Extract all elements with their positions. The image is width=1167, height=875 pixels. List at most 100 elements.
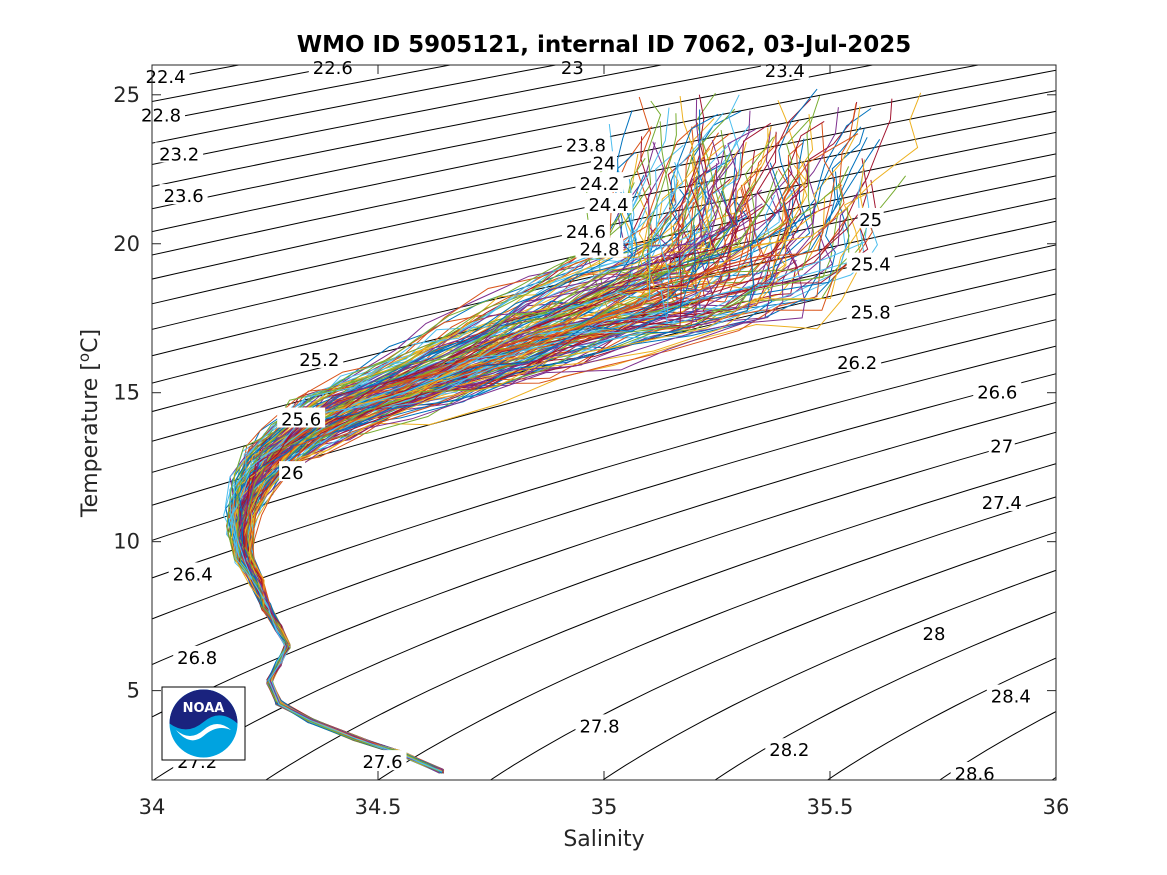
- y-axis-label-main: Temperature [: [78, 362, 103, 518]
- contour-label: 24: [593, 153, 616, 174]
- contour-label-bg: [137, 103, 186, 124]
- contour-label: 27: [990, 436, 1013, 457]
- contour-label-bg: [760, 58, 809, 79]
- contour-label: 25.6: [281, 410, 321, 431]
- contour-label-bg: [857, 207, 884, 228]
- contour-label: 23.6: [164, 186, 204, 207]
- profile-line: [236, 121, 672, 771]
- contour-label: 27.6: [362, 752, 402, 773]
- contour-label-bg: [295, 347, 344, 368]
- y-axis-label-degree: o: [75, 353, 93, 362]
- isopycnal-26.6: [152, 373, 1056, 666]
- contour-label: 23: [561, 58, 584, 79]
- contour-label: 24.2: [579, 174, 619, 195]
- profile-line: [236, 99, 719, 771]
- contour-label-bg: [173, 645, 222, 666]
- contour-label: 23.2: [159, 144, 199, 165]
- y-tick-label: 10: [113, 530, 140, 554]
- contour-label-bg: [279, 461, 306, 482]
- y-axis-label: Temperature [oC]: [75, 329, 103, 518]
- y-axis-label-unit: C]: [78, 329, 103, 353]
- contour-label-bg: [846, 252, 895, 273]
- contour-label: 28.2: [769, 740, 809, 761]
- isopycnal-26.4: [152, 345, 1056, 620]
- isopycnal-27.2: [264, 463, 1056, 780]
- contour-label-bg: [973, 380, 1022, 401]
- logo-wave: [176, 724, 231, 741]
- contour-label-bg: [308, 55, 357, 76]
- contour-label-bg: [277, 407, 326, 428]
- isopycnal-23.4: [152, 65, 770, 187]
- isopycnal-23.8: [152, 65, 981, 233]
- isopycnal-24.0: [152, 69, 1056, 256]
- isopycnal-27.0: [152, 431, 1056, 780]
- isopycnal-24.8: [152, 153, 1056, 357]
- isopycnal-27.6: [489, 531, 1056, 780]
- isopycnal-23.6: [152, 65, 876, 210]
- isopycnal-26.2: [152, 319, 1056, 579]
- x-tick-label: 35.5: [807, 795, 854, 819]
- contour-label-bg: [584, 193, 633, 214]
- contour-label-bg: [575, 172, 624, 193]
- isopycnal-24.6: [152, 131, 1056, 330]
- isopycnal-28.0: [714, 611, 1056, 780]
- contour-label: 25.8: [851, 302, 891, 323]
- profile-line: [237, 224, 696, 771]
- contour-label-bg: [986, 684, 1035, 705]
- contour-label: 26.6: [977, 383, 1017, 404]
- y-tick-label: 20: [113, 232, 140, 256]
- isopycnal-26.0: [152, 293, 1056, 541]
- y-tick-label: 5: [127, 679, 140, 703]
- x-tick-label: 34: [139, 795, 166, 819]
- contour-label-bg: [833, 350, 882, 371]
- contour-label-bg: [168, 562, 217, 583]
- logo-circle-navy: [169, 689, 238, 730]
- contour-label: 26.4: [173, 564, 213, 585]
- contour-label-bg: [765, 738, 814, 759]
- contour-label: 25.2: [299, 350, 339, 371]
- contour-label: 27.4: [982, 493, 1022, 514]
- contour-label: 28.4: [991, 687, 1031, 708]
- contour-label-bg: [575, 237, 624, 258]
- profile-line: [248, 103, 857, 771]
- isopycnal-25.4: [152, 220, 1056, 442]
- isopycnal-26.8: [152, 401, 1056, 718]
- contour-label-bg: [561, 133, 610, 154]
- x-tick-label: 34.5: [355, 795, 402, 819]
- profile-line: [232, 112, 724, 773]
- contour-label-bg: [950, 762, 999, 783]
- contour-label-bg: [977, 490, 1026, 511]
- isopycnal-27.8: [601, 569, 1056, 780]
- isopycnal-28.2: [826, 657, 1056, 780]
- contour-label-bg: [575, 714, 624, 735]
- contour-label: 24.6: [566, 222, 606, 243]
- contour-label: 26: [281, 463, 304, 484]
- contour-label-bg: [846, 300, 895, 321]
- x-axis-ticks: 34 34.5 35 35.5 36: [139, 65, 1069, 819]
- contour-label: 22.6: [313, 58, 353, 79]
- isopycnal-23.2: [152, 65, 665, 166]
- contour-label-bg: [559, 55, 586, 76]
- contour-label: 24.4: [588, 195, 628, 216]
- y-tick-label: 25: [113, 83, 140, 107]
- logo-text: NOAA: [183, 701, 225, 716]
- contour-label: 28: [923, 624, 946, 645]
- x-axis-label: Salinity: [563, 827, 644, 852]
- isopycnal-24.4: [152, 110, 1056, 305]
- contour-label: 23.8: [566, 135, 606, 156]
- isopycnal-27.4: [377, 496, 1056, 780]
- contour-label: 27.8: [579, 716, 619, 737]
- contour-labels: 22.4 22.6 23 23.4 22.8 23.2 23.6 23.82424.224.4…: [137, 55, 1035, 785]
- contour-label-bg: [358, 750, 407, 771]
- contour-label-bg: [920, 622, 947, 643]
- chart-title: WMO ID 5905121, internal ID 7062, 03-Jul…: [297, 32, 912, 58]
- contour-label-bg: [988, 434, 1015, 455]
- y-axis-ticks: 5 10 15 20 25: [113, 83, 1056, 703]
- contour-label-bg: [591, 151, 617, 172]
- contour-label-bg: [159, 184, 208, 205]
- contour-label: 26.2: [837, 353, 877, 374]
- contour-label: 28.6: [955, 764, 995, 785]
- contour-label: 22.4: [146, 67, 186, 88]
- contour-label-bg: [141, 64, 190, 85]
